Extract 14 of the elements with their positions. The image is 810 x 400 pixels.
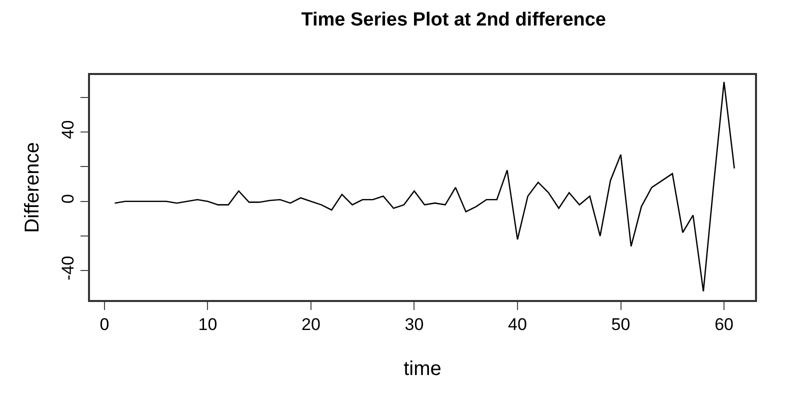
- x-tick-label: 50: [611, 315, 630, 334]
- x-tick-label: 30: [404, 315, 424, 334]
- y-tick-label: 40: [58, 120, 78, 140]
- line-series: [114, 81, 735, 292]
- x-tick-label: 20: [302, 315, 320, 334]
- x-tick-label: 40: [508, 315, 527, 334]
- y-tick-label: -40: [58, 256, 78, 280]
- x-tick-label: 0: [100, 315, 110, 334]
- x-tick-label: 10: [198, 315, 218, 334]
- y-tick-label: 0: [58, 194, 78, 204]
- x-tick-label: 60: [714, 315, 734, 334]
- chart-title: Time Series Plot at 2nd difference: [301, 9, 606, 30]
- x-axis-title: time: [404, 358, 442, 380]
- y-axis-title: Difference: [21, 142, 44, 233]
